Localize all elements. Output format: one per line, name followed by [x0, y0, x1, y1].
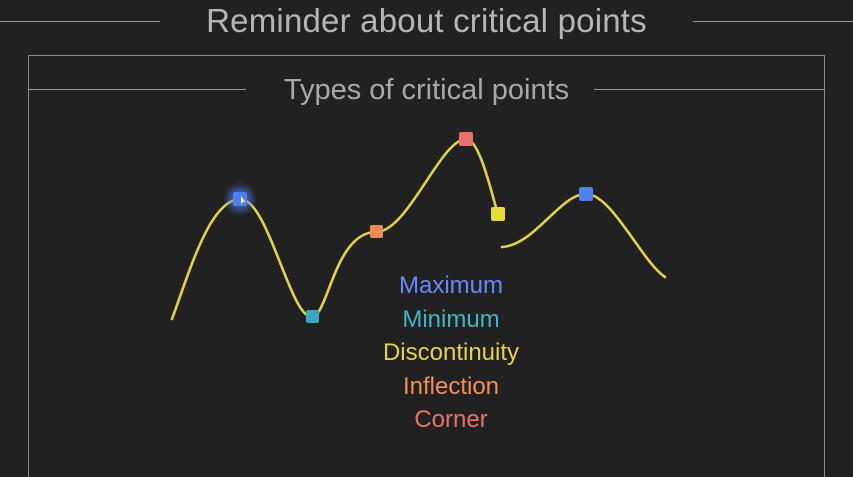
legend-item-maximum: Maximum	[398, 272, 503, 299]
header-rule-right	[693, 21, 853, 22]
corner-marker	[459, 132, 473, 146]
curve-right-segment	[500, 192, 667, 279]
critical-points-panel	[28, 55, 825, 477]
legend-item-discontinuity: Discontinuity	[382, 339, 520, 366]
inflection-marker	[370, 225, 383, 238]
legend: Maximum Minimum Discontinuity Inflection…	[320, 269, 582, 437]
legend-item-corner: Corner	[414, 406, 488, 433]
maximum-marker-right	[579, 187, 593, 201]
panel-rule-left	[28, 89, 246, 90]
legend-item-minimum: Minimum	[402, 305, 500, 333]
discontinuity-marker	[491, 207, 505, 221]
page-title-text: Reminder about critical points	[192, 2, 661, 39]
header-rule-left	[0, 21, 160, 22]
legend-item-inflection: Inflection	[402, 372, 500, 400]
maximum-marker	[233, 192, 247, 206]
minimum-marker	[306, 310, 319, 323]
page-title: Reminder about critical points	[0, 0, 853, 42]
panel-title: Types of critical points	[0, 70, 853, 110]
cursor-icon	[241, 196, 246, 204]
panel-title-text: Types of critical points	[271, 74, 582, 106]
panel-rule-right	[594, 89, 825, 90]
